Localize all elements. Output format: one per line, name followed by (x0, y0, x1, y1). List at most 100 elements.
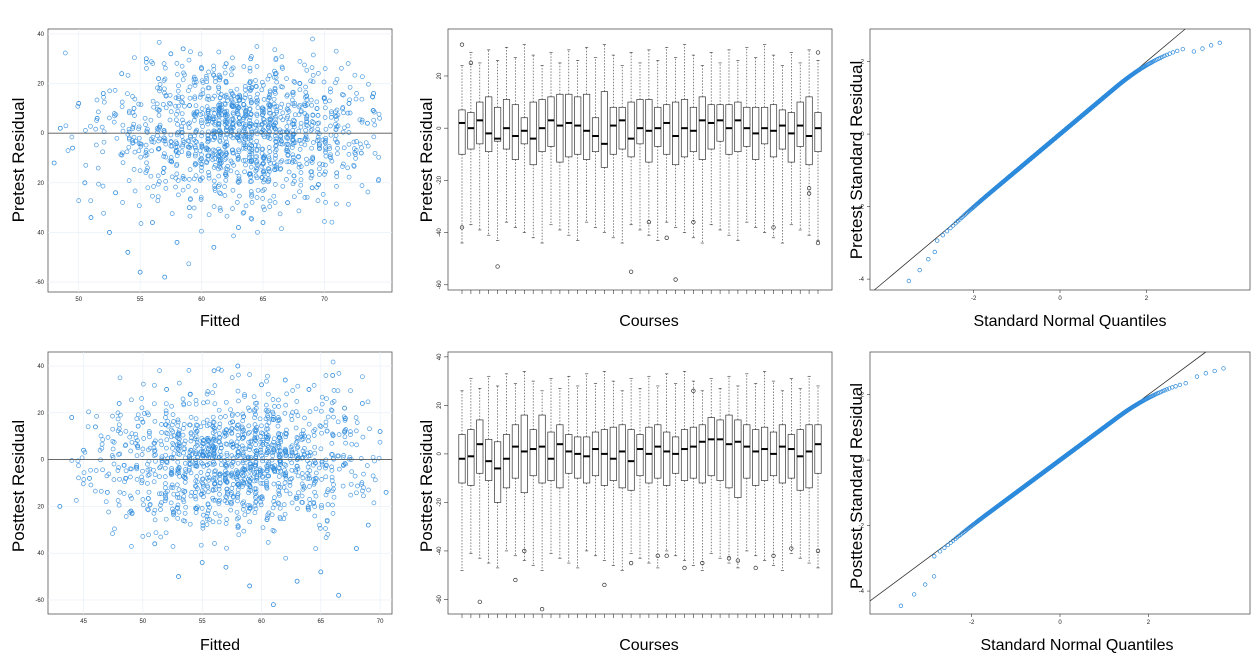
scatter-point (334, 184, 339, 189)
scatter-point (211, 368, 217, 374)
scatter-point (341, 145, 347, 151)
scatter-point (152, 447, 158, 453)
scatter-point (129, 397, 134, 403)
scatter-point (125, 132, 131, 137)
scatter-point (179, 99, 185, 105)
scatter-point (241, 158, 246, 163)
scatter-point (243, 137, 248, 142)
scatter-point (259, 105, 265, 111)
scatter-point (76, 475, 81, 481)
scatter-point (341, 161, 346, 167)
scatter-point (287, 479, 293, 485)
scatter-point (235, 470, 240, 476)
scatter-point (264, 485, 270, 491)
scatter-point (277, 505, 283, 511)
qq-points (935, 46, 1185, 243)
box-iqr (583, 93, 591, 160)
scatter-point (297, 59, 303, 64)
box-iqr (743, 424, 751, 479)
scatter-point (217, 471, 223, 477)
scatter-point (170, 446, 175, 451)
scatter-point (131, 105, 137, 111)
scatter-point (141, 411, 147, 416)
scatter-point (258, 502, 264, 508)
scatter-point (163, 105, 169, 111)
scatter-point (272, 89, 278, 94)
scatter-point (278, 115, 284, 120)
scatter-point (315, 121, 320, 126)
scatter-point (280, 66, 285, 71)
scatter-point (206, 438, 211, 443)
scatter-point (330, 359, 336, 365)
scatter-point (168, 500, 174, 506)
scatter-point (325, 487, 331, 492)
scatter-point (234, 107, 240, 112)
scatter-point (297, 87, 303, 93)
scatter-point (125, 72, 131, 78)
scatter-point (146, 412, 151, 418)
scatter-point (252, 422, 258, 427)
scatter-point (223, 172, 229, 178)
scatter-point (216, 486, 222, 492)
scatter-point (136, 148, 142, 154)
scatter-point (349, 469, 355, 475)
scatter-point (182, 72, 187, 78)
scatter-point (354, 420, 360, 425)
x-tick-label: 2 (1145, 296, 1149, 302)
scatter-point (188, 142, 193, 148)
scatter-point (157, 465, 162, 471)
scatter-point (236, 372, 241, 378)
scatter-point (193, 398, 199, 403)
qq-point (935, 238, 940, 243)
scatter-point (179, 149, 185, 155)
scatter-point (264, 468, 269, 474)
box-iqr (547, 96, 555, 147)
scatter-point (300, 431, 306, 437)
scatter-point (303, 116, 309, 122)
scatter-point (242, 114, 248, 119)
scatter-point (210, 107, 216, 112)
scatter-point (258, 447, 264, 453)
scatter-point (255, 187, 261, 193)
scatter-point (138, 143, 144, 149)
scatter-point (272, 104, 278, 110)
scatter-point (234, 509, 240, 515)
scatter-point (161, 61, 167, 66)
scatter-point (151, 440, 157, 446)
scatter-point (247, 117, 252, 123)
course-box (458, 65, 466, 244)
scatter-point (248, 215, 254, 221)
scatter-point (323, 423, 329, 429)
scatter-point (359, 183, 365, 188)
scatter-point (144, 130, 150, 135)
scatter-point (304, 119, 309, 125)
scatter-point (171, 451, 177, 456)
scatter-point (186, 467, 192, 473)
scatter-point (158, 507, 163, 512)
course-box (672, 57, 680, 228)
scatter-point (291, 122, 297, 127)
outlier-point (539, 606, 545, 612)
scatter-point (129, 496, 134, 501)
box-iqr (467, 429, 475, 486)
scatter-point (241, 528, 247, 534)
scatter-point (218, 208, 223, 213)
scatter-point (273, 57, 279, 63)
scatter-point (127, 434, 133, 440)
scatter-point (223, 127, 229, 133)
scatter-point (235, 388, 241, 394)
scatter-point (151, 445, 157, 451)
scatter-point (163, 408, 169, 414)
scatter-point (223, 177, 229, 183)
scatter-point (201, 420, 206, 426)
scatter-point (168, 470, 174, 476)
scatter-point (115, 498, 121, 503)
course-box (761, 371, 769, 561)
scatter-point (360, 488, 365, 494)
scatter-point (312, 450, 318, 456)
scatter-point (223, 431, 229, 436)
scatter-point (216, 425, 222, 430)
scatter-point (326, 144, 332, 149)
scatter-point (69, 458, 75, 463)
scatter-point (148, 173, 154, 179)
